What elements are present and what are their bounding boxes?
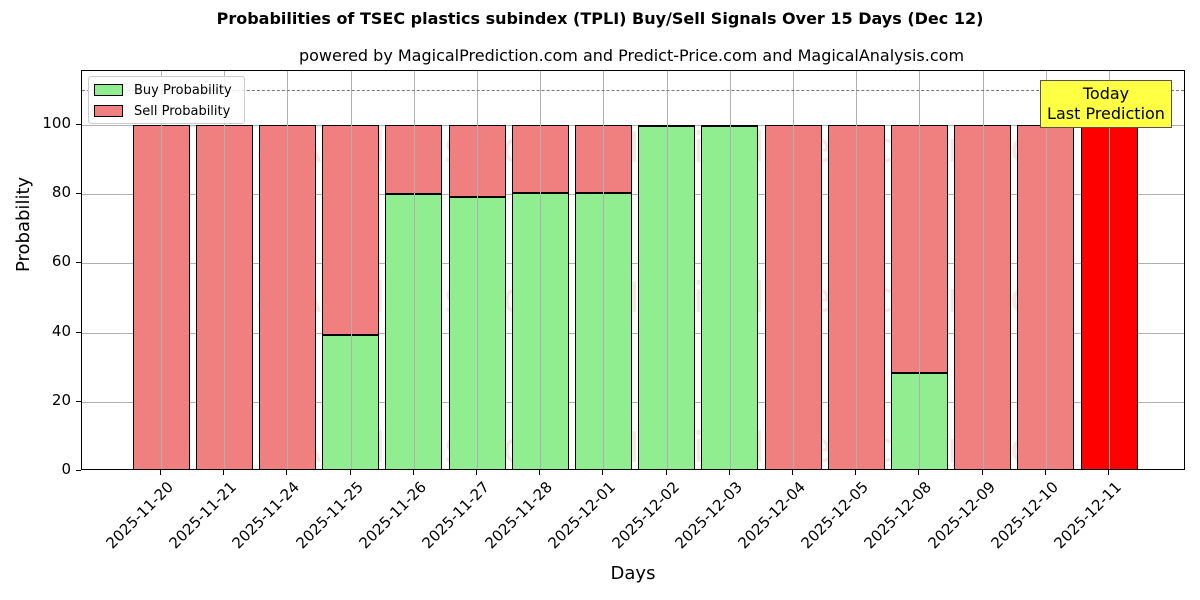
gridline-vertical — [982, 71, 984, 469]
x-tick — [728, 470, 730, 475]
x-tick — [286, 470, 288, 475]
x-tick — [918, 470, 920, 475]
plot-area: MagicalAnalysis.comMagicalPrediction.com… — [81, 70, 1185, 470]
x-tick-label: 2025-12-04 — [734, 478, 809, 553]
y-tick-label: 20 — [51, 390, 71, 409]
gridline-horizontal — [82, 194, 1184, 196]
x-tick-label: 2025-12-08 — [860, 478, 936, 553]
y-tick — [76, 124, 81, 125]
y-tick — [76, 331, 81, 333]
x-tick — [223, 470, 225, 475]
x-tick-label: 2025-11-26 — [355, 478, 430, 553]
gridline-horizontal — [82, 401, 1184, 403]
chart-title: Probabilities of TSEC plastics subindex … — [216, 9, 984, 28]
x-tick-label: 2025-12-05 — [797, 478, 873, 553]
x-tick-label: 2025-12-02 — [608, 478, 683, 553]
x-tick — [1108, 470, 1109, 475]
annotation-line-1: Today — [1082, 84, 1130, 103]
y-tick-label: 40 — [51, 321, 71, 340]
y-tick — [76, 400, 81, 402]
legend: Buy Probability Sell Probability — [88, 76, 245, 124]
y-tick — [76, 470, 81, 471]
y-tick — [76, 262, 81, 264]
x-tick-label: 2025-12-09 — [924, 478, 999, 553]
gridline-vertical — [666, 71, 668, 469]
x-tick — [855, 470, 857, 475]
gridline-vertical — [919, 71, 921, 469]
x-tick — [349, 470, 351, 475]
x-tick-label: 2025-11-25 — [292, 478, 367, 553]
gridline-vertical — [287, 71, 289, 469]
x-tick-label: 2025-12-01 — [544, 478, 620, 553]
gridline-vertical — [1109, 71, 1110, 469]
buy-swatch-icon — [94, 84, 123, 96]
x-tick-label: 2025-11-21 — [165, 478, 241, 553]
annotation-line-2: Last Prediction — [1047, 104, 1165, 123]
gridline-vertical — [540, 71, 542, 469]
y-tick-label: 0 — [61, 460, 71, 478]
gridline-horizontal — [82, 263, 1184, 265]
x-tick-label: 2025-11-24 — [228, 478, 304, 553]
y-tick-label: 100 — [42, 114, 71, 132]
gridline-horizontal — [82, 125, 1184, 126]
x-tick-label: 2025-11-20 — [102, 478, 177, 553]
x-tick-label: 2025-11-27 — [418, 478, 493, 553]
x-tick — [981, 470, 983, 475]
chart-subtitle: powered by MagicalPrediction.com and Pre… — [298, 46, 965, 65]
x-tick — [160, 470, 161, 475]
x-tick — [602, 470, 604, 475]
y-tick-label: 60 — [51, 252, 71, 271]
legend-label-sell: Sell Probability — [134, 103, 231, 119]
y-tick — [76, 193, 81, 195]
x-tick-label: 2025-12-03 — [671, 478, 746, 553]
gridline-vertical — [224, 71, 226, 469]
gridline-vertical — [477, 71, 478, 469]
x-axis-label: Days — [610, 563, 656, 584]
today-annotation: Today Last Prediction — [1040, 80, 1172, 128]
sell-swatch-icon — [94, 105, 123, 117]
x-tick-label: 2025-12-11 — [1050, 478, 1125, 553]
legend-label-buy: Buy Probability — [134, 82, 232, 98]
gridline-horizontal — [82, 332, 1184, 334]
gridline-vertical — [603, 71, 605, 469]
x-tick-label: 2025-12-10 — [987, 478, 1062, 553]
gridline-vertical — [1045, 71, 1047, 469]
legend-item-sell: Sell Probability — [94, 103, 230, 119]
x-tick-label: 2025-11-28 — [481, 478, 557, 553]
x-tick — [412, 470, 414, 475]
x-tick — [665, 470, 667, 475]
gridline-vertical — [413, 71, 415, 469]
gridline-vertical — [350, 71, 352, 469]
gridline-vertical — [161, 71, 162, 469]
y-tick-label: 80 — [51, 183, 71, 202]
gridline-vertical — [793, 71, 794, 469]
reference-line-110 — [82, 90, 1184, 92]
gridline-vertical — [856, 71, 858, 469]
x-tick — [792, 470, 793, 475]
x-tick — [476, 470, 477, 475]
gridline-vertical — [729, 71, 731, 469]
x-tick — [1044, 470, 1046, 475]
legend-item-buy: Buy Probability — [94, 82, 232, 98]
x-tick — [539, 470, 541, 475]
